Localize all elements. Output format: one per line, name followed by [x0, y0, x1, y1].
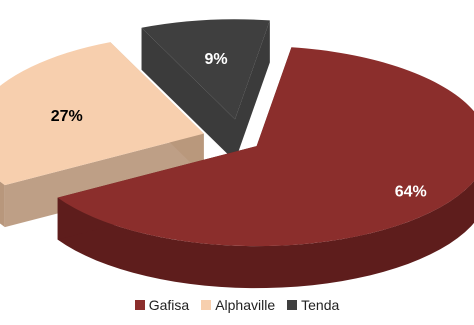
legend-label-tenda: Tenda — [301, 297, 340, 313]
slice-top-tenda — [141, 19, 270, 120]
legend-item-tenda: Tenda — [287, 297, 339, 313]
slice-face-tenda-1 — [235, 20, 270, 162]
slice-label-alphaville: 27% — [51, 108, 83, 125]
slice-alphaville — [0, 42, 204, 228]
pie-chart: 64% 27% 9% — [0, 19, 474, 289]
slice-tenda — [141, 19, 270, 162]
legend-label-gafisa: Gafisa — [148, 297, 190, 313]
legend-item-gafisa: Gafisa — [134, 297, 190, 313]
slice-face-tenda-0 — [141, 27, 236, 162]
slice-gafisa — [57, 47, 474, 289]
slice-label-gafisa: 64% — [395, 184, 427, 201]
slice-label-tenda: 9% — [205, 51, 228, 68]
legend-swatch-gafisa — [134, 300, 145, 310]
legend-swatch-tenda — [287, 300, 298, 310]
legend-swatch-alphaville — [201, 300, 212, 310]
slice-rim-gafisa — [57, 180, 474, 289]
slice-rim-alphaville — [0, 181, 5, 228]
slice-top-alphaville — [0, 42, 204, 186]
slice-top-gafisa — [57, 47, 474, 247]
chart-legend: Gafisa Alphaville Tenda — [0, 297, 474, 313]
slice-face-alphaville-0 — [4, 133, 204, 228]
legend-item-alphaville: Alphaville — [201, 297, 275, 313]
legend-label-alphaville: Alphaville — [215, 297, 276, 313]
